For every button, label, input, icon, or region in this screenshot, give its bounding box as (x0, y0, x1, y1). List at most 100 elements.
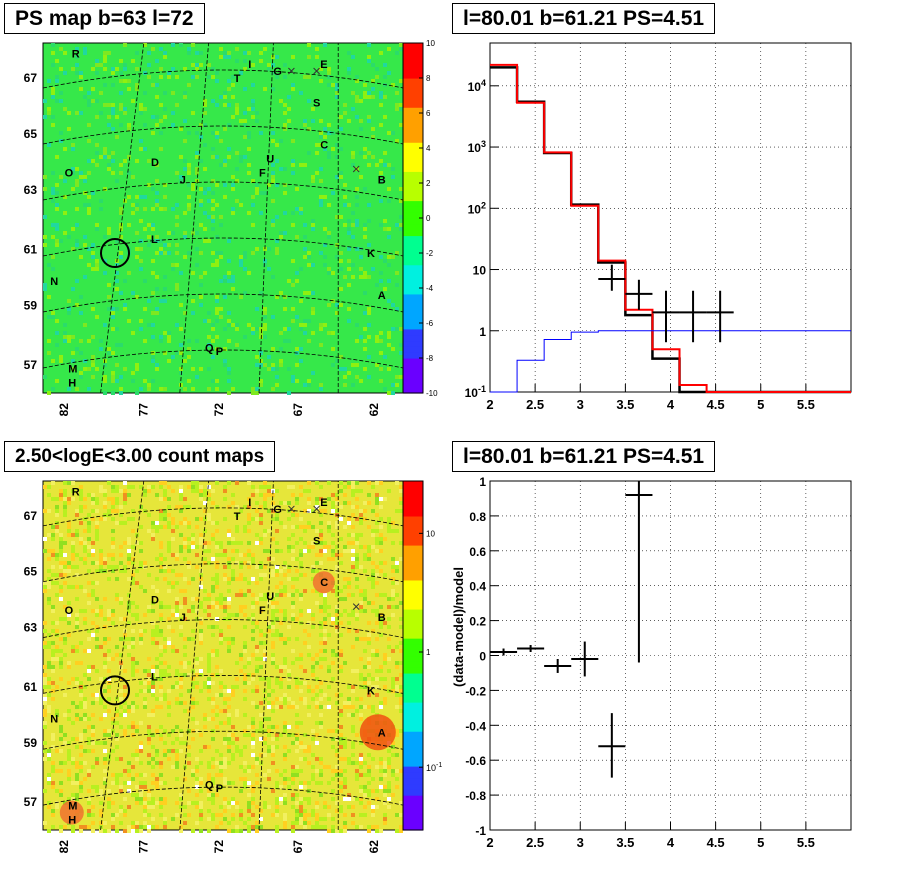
map-pixel (319, 553, 323, 557)
map-pixel (271, 645, 275, 649)
map-pixel (251, 701, 255, 705)
map-pixel (123, 709, 127, 713)
map-pixel (335, 497, 339, 501)
map-pixel (115, 733, 119, 737)
map-pixel (75, 347, 79, 351)
map-pixel (343, 375, 347, 379)
map-pixel (295, 769, 299, 773)
map-pixel (119, 569, 123, 573)
y-tick-label: -0.2 (465, 684, 486, 698)
map-pixel (227, 541, 231, 545)
map-pixel (267, 621, 271, 625)
map-pixel (127, 789, 131, 793)
x-tick-label: 5.5 (797, 835, 815, 850)
map-pixel (47, 693, 51, 697)
map-pixel (91, 255, 95, 259)
map-pixel (383, 593, 387, 597)
map-pixel (83, 323, 87, 327)
map-pixel (343, 705, 347, 709)
map-pixel (243, 665, 247, 669)
map-pixel (159, 601, 163, 605)
map-pixel (275, 705, 279, 709)
map-pixel (375, 693, 379, 697)
map-pixel (187, 673, 191, 677)
map-pixel (351, 549, 355, 553)
map-pixel (195, 597, 199, 601)
map-pixel (247, 513, 251, 517)
map-pixel (51, 745, 55, 749)
map-pixel (263, 191, 267, 195)
map-pixel (55, 593, 59, 597)
map-pixel (211, 697, 215, 701)
map-pixel (159, 513, 163, 517)
map-pixel (351, 609, 355, 613)
map-pixel (79, 753, 83, 757)
map-pixel (215, 581, 219, 585)
map-pixel (183, 653, 187, 657)
map-pixel (283, 525, 287, 529)
map-pixel (359, 705, 363, 709)
map-pixel (127, 705, 131, 709)
map-pixel (239, 203, 243, 207)
map-pixel (179, 179, 183, 183)
map-pixel (159, 299, 163, 303)
map-pixel (111, 171, 115, 175)
map-pixel (271, 605, 275, 609)
source-label-J: J (180, 612, 186, 624)
map-pixel (203, 191, 207, 195)
map-pixel (351, 645, 355, 649)
source-label-I: I (248, 59, 251, 71)
colorbar-tick-label: 10 (426, 529, 435, 538)
map-pixel (247, 661, 251, 665)
colorbar-segment (403, 282, 423, 289)
map-pixel (119, 617, 123, 621)
map-pixel (251, 387, 255, 391)
map-pixel (279, 797, 283, 801)
map-pixel (355, 797, 359, 801)
map-pixel (223, 553, 227, 557)
map-pixel (311, 777, 315, 781)
map-pixel (143, 147, 147, 151)
map-pixel (371, 601, 375, 605)
map-pixel (283, 191, 287, 195)
map-pixel (75, 621, 79, 625)
map-pixel (59, 139, 63, 143)
map-pixel (371, 135, 375, 139)
map-pixel (351, 223, 355, 227)
map-pixel (43, 697, 47, 701)
map-pixel (239, 589, 243, 593)
map-pixel (363, 637, 367, 641)
map-pixel (247, 107, 251, 111)
map-pixel (223, 347, 227, 351)
map-pixel (147, 681, 151, 685)
map-pixel (47, 391, 51, 395)
map-pixel (227, 319, 231, 323)
map-pixel (267, 493, 271, 497)
map-pixel (231, 577, 235, 581)
map-pixel (83, 505, 87, 509)
map-pixel (199, 789, 203, 793)
map-pixel (67, 525, 71, 529)
map-pixel (199, 51, 203, 55)
map-pixel (367, 311, 371, 315)
map-pixel (351, 741, 355, 745)
map-pixel (67, 481, 71, 485)
map-pixel (375, 649, 379, 653)
map-pixel (71, 489, 75, 493)
map-pixel (363, 147, 367, 151)
map-pixel (315, 481, 319, 485)
map-pixel (379, 593, 383, 597)
map-pixel (51, 761, 55, 765)
map-pixel (319, 681, 323, 685)
map-pixel (259, 359, 263, 363)
map-pixel (343, 737, 347, 741)
map-pixel (55, 557, 59, 561)
map-pixel (83, 729, 87, 733)
map-pixel (43, 589, 47, 593)
map-pixel (103, 729, 107, 733)
map-pixel (75, 705, 79, 709)
map-pixel (275, 737, 279, 741)
map-pixel (207, 745, 211, 749)
map-pixel (55, 183, 59, 187)
map-pixel (271, 625, 275, 629)
